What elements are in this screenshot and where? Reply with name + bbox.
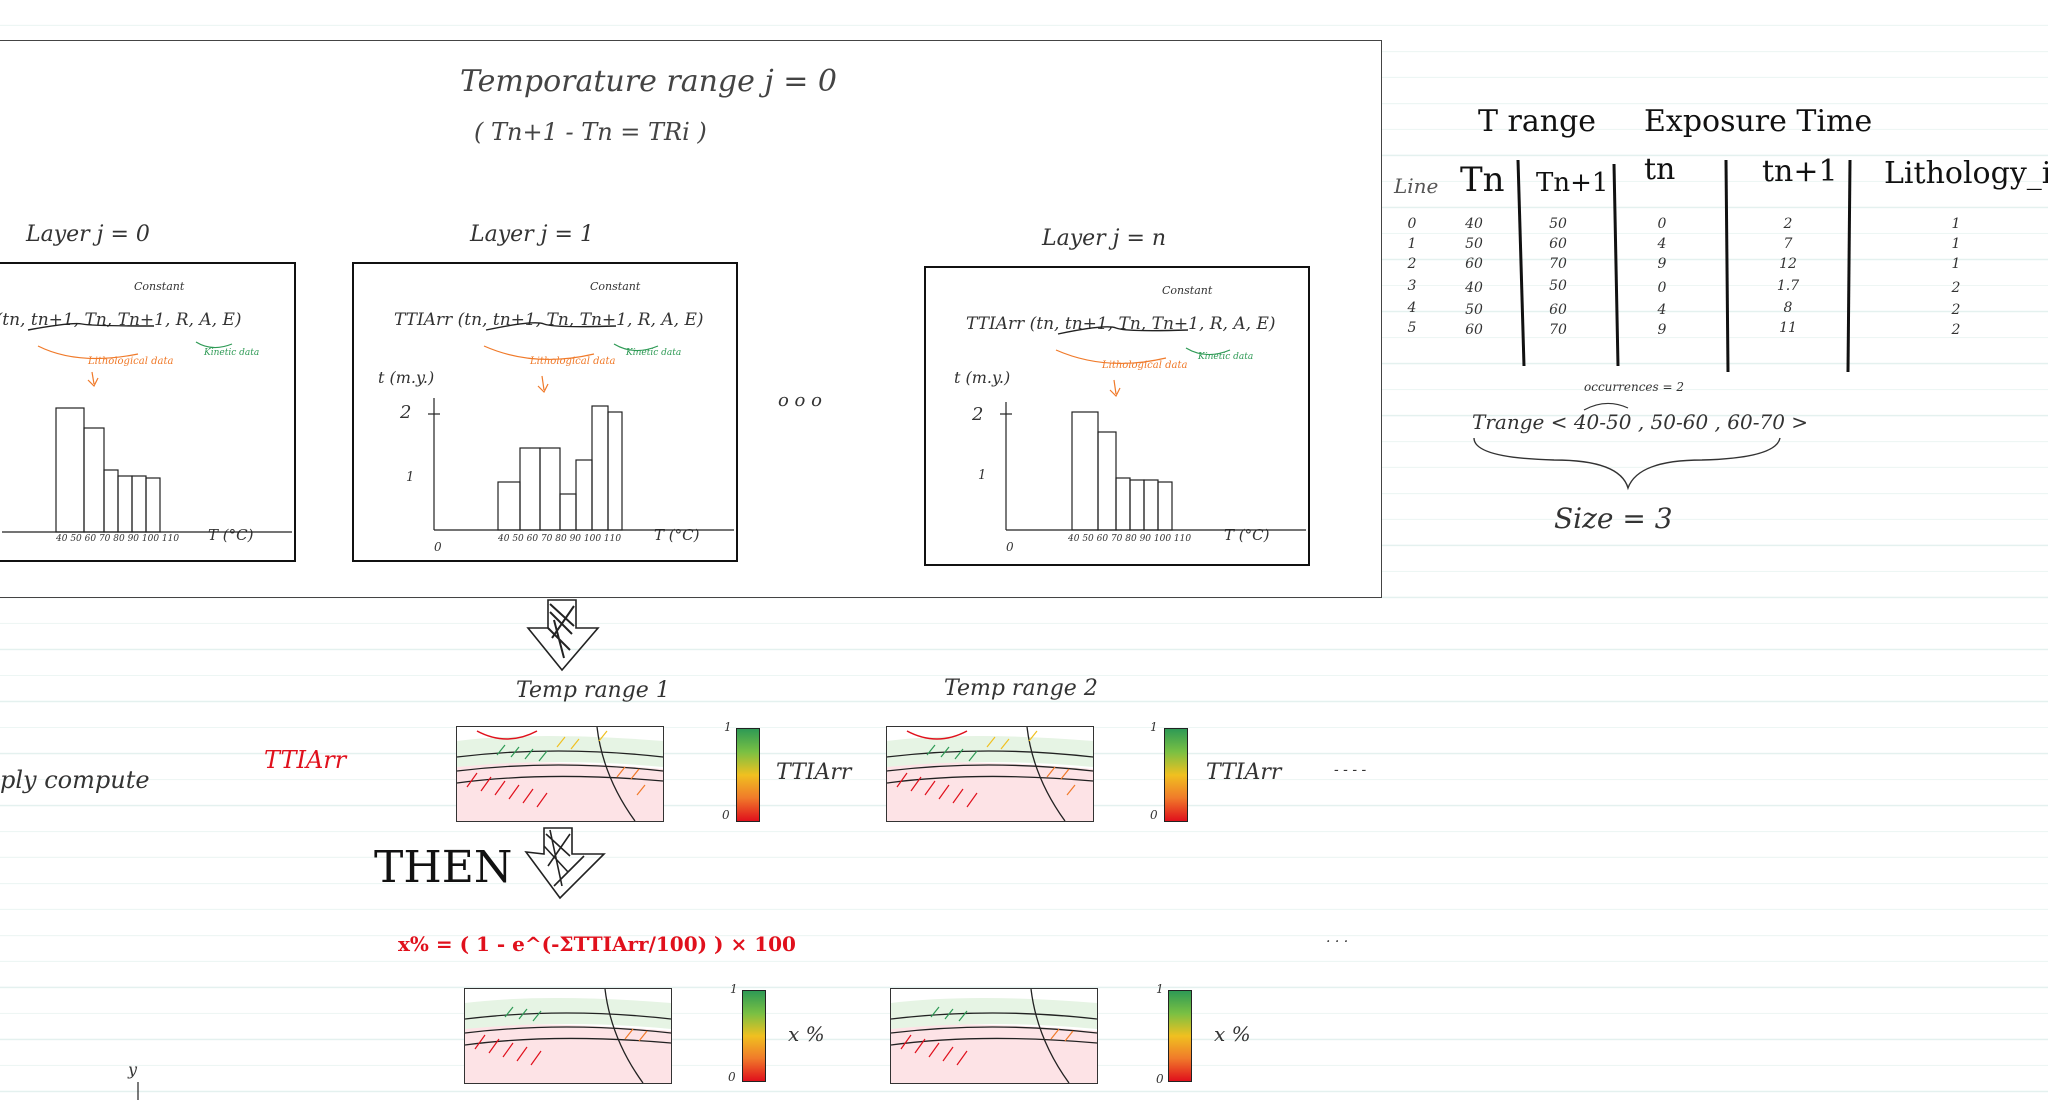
axis-y-label: y <box>128 1060 137 1079</box>
temp-range-2-label: Temp range 2 <box>944 676 1098 701</box>
then-label: THEN <box>374 842 512 893</box>
scale-top-3: 1 <box>730 982 738 996</box>
scale-label-3: x % <box>788 1022 825 1046</box>
scale-top-1: 1 <box>724 720 732 734</box>
scale-label-4: x % <box>1214 1022 1251 1046</box>
compute-text: ply compute <box>0 766 150 794</box>
temp-range-1-label: Temp range 1 <box>516 678 670 703</box>
size-label: Size = 3 <box>1554 502 1673 535</box>
scale-bottom-4: 0 <box>1156 1072 1164 1086</box>
color-scale-1 <box>736 728 760 822</box>
continuation-dashes: - - - - <box>1334 762 1366 778</box>
section-map-3 <box>464 988 672 1084</box>
scale-bottom-2: 0 <box>1150 808 1158 822</box>
color-scale-3 <box>742 990 766 1082</box>
scale-top-4: 1 <box>1156 982 1164 996</box>
tti-arr-label: TTIArr <box>264 746 346 774</box>
down-arrow-1 <box>526 598 606 678</box>
section-map-1 <box>456 726 664 822</box>
scale-label-1: TTIArr <box>776 760 851 785</box>
section-map-2 <box>886 726 1094 822</box>
continuation-dots: . . . <box>1326 930 1348 946</box>
scale-bottom-1: 0 <box>722 808 730 822</box>
axis-y-stub <box>134 1082 144 1102</box>
section-map-4 <box>890 988 1098 1084</box>
color-scale-4 <box>1168 990 1192 1082</box>
down-arrow-2 <box>524 826 614 906</box>
x-percent-formula: x% = ( 1 - e^(-ΣTTIArr/100) ) × 100 <box>398 932 796 956</box>
scale-bottom-3: 0 <box>728 1070 736 1084</box>
color-scale-2 <box>1164 728 1188 822</box>
scale-top-2: 1 <box>1150 720 1158 734</box>
scale-label-2: TTIArr <box>1206 760 1281 785</box>
